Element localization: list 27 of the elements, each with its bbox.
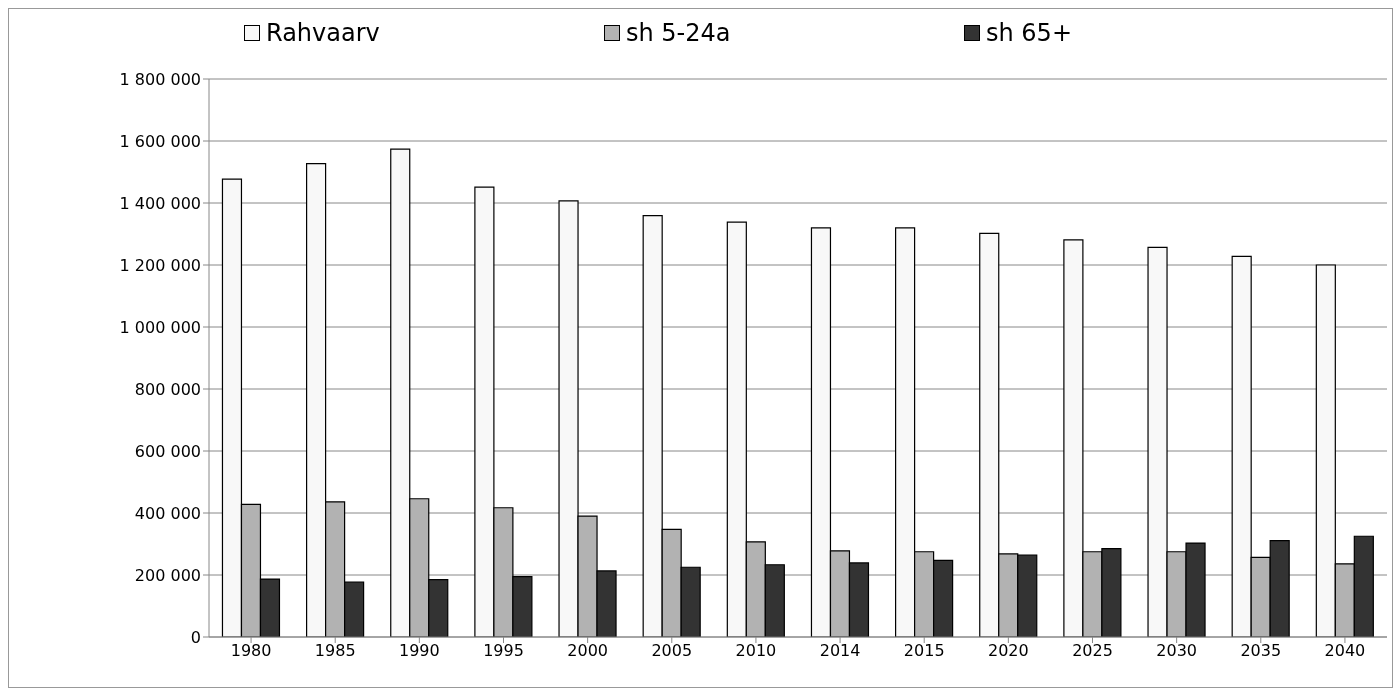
y-tick-label: 0 [190,627,201,647]
y-tick-label: 600 000 [134,441,201,461]
x-tick-label: 1990 [399,641,440,661]
x-tick-label: 2020 [988,641,1029,661]
y-tick-label: 1 200 000 [119,255,201,275]
y-tick-label: 200 000 [134,565,201,585]
x-tick-label: 1980 [230,641,272,661]
y-tick-label: 1 000 000 [119,317,201,337]
x-tick-label: 2005 [651,641,693,661]
y-tick-label: 1 400 000 [119,193,201,213]
legend-label: sh 5-24a [626,19,731,47]
x-tick-label: 2000 [567,641,608,661]
y-tick-label: 1 800 000 [119,69,201,89]
y-tick-label: 800 000 [134,379,201,399]
legend-label: Rahvaarv [266,19,380,47]
x-tick-label: 2015 [903,641,945,661]
x-tick-label: 1995 [483,641,524,661]
x-tick-label: 2010 [735,641,777,661]
legend-label: sh 65+ [986,19,1072,47]
x-tick-label: 2014 [819,641,861,661]
y-tick-label: 400 000 [134,503,201,523]
x-tick-label: 2040 [1324,641,1366,661]
x-tick-label: 1985 [314,641,356,661]
y-tick-label: 1 600 000 [119,131,201,151]
x-tick-label: 2025 [1072,641,1113,661]
x-tick-label: 2030 [1156,641,1197,661]
x-tick-label: 2035 [1240,641,1282,661]
